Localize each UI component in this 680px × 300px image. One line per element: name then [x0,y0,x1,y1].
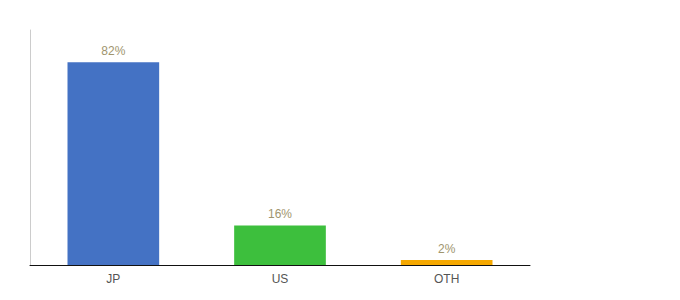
svg-text:82%: 82% [101,44,125,58]
svg-text:OTH: OTH [434,272,459,286]
svg-text:US: US [272,272,289,286]
svg-text:JP: JP [106,272,120,286]
svg-text:16%: 16% [268,207,292,221]
svg-text:2%: 2% [438,242,456,256]
